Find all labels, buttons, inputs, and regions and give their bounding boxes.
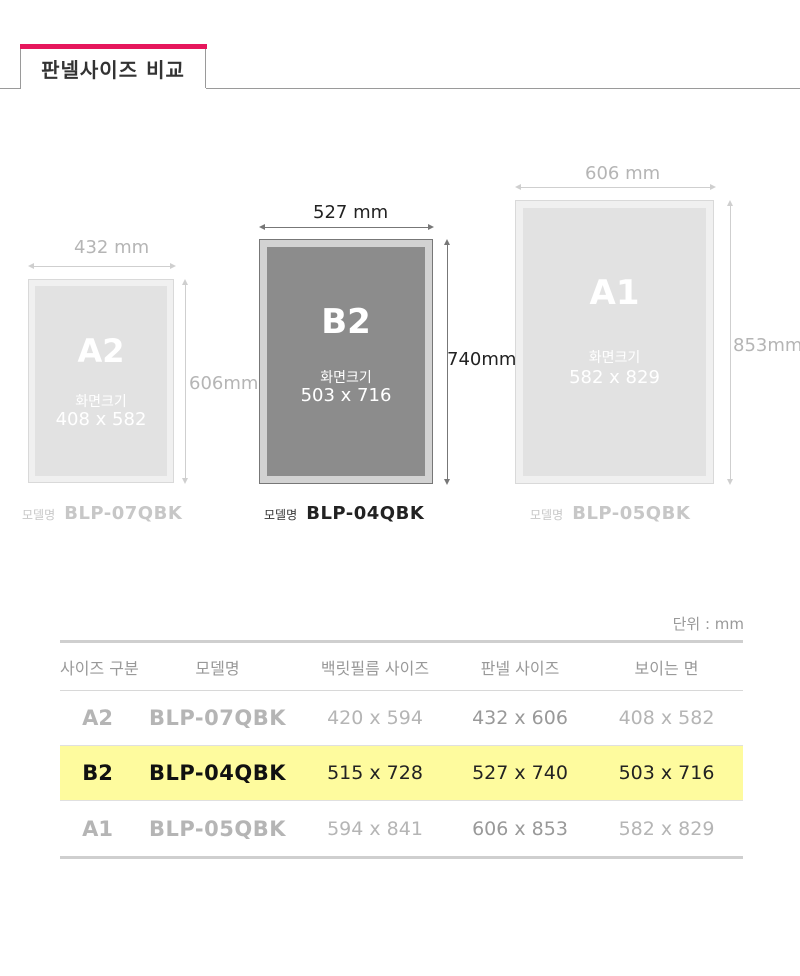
a1-height-label: 853mm (733, 335, 800, 356)
cell-film-size: 515 x 728 (327, 762, 423, 784)
cell-film-size: 420 x 594 (327, 707, 423, 729)
table-row: A2 BLP-07QBK 420 x 594 432 x 606 408 x 5… (60, 691, 743, 746)
b2-width-arrow-left (259, 224, 265, 230)
a2-screen (35, 286, 167, 476)
a2-width-label: 432 mm (74, 237, 150, 258)
cell-visible-area: 408 x 582 (618, 707, 715, 729)
cell-size: B2 (82, 761, 113, 785)
a1-width-arrow-right (710, 184, 716, 190)
a2-model-name: BLP-07QBK (64, 503, 183, 524)
b2-size-title: B2 (321, 302, 371, 342)
header-panel-size: 판넬 사이즈 (480, 658, 560, 678)
header-film-size: 백릿필름 사이즈 (320, 658, 430, 678)
a2-screen-label: 화면크기 (75, 394, 127, 410)
cell-model: BLP-05QBK (149, 816, 286, 841)
a2-height-label: 606mm (189, 373, 259, 394)
a1-model-name: BLP-05QBK (572, 503, 691, 524)
a1-width-label: 606 mm (585, 163, 661, 184)
b2-model-name: BLP-04QBK (306, 503, 425, 524)
header-divider (0, 88, 21, 89)
cell-film-size: 594 x 841 (327, 817, 423, 840)
a1-model: 모델명 BLP-05QBK (530, 503, 690, 524)
header-size: 사이즈 구분 (60, 658, 139, 678)
unit-label: 단위 : mm (672, 615, 744, 633)
b2-width-arrow-right (428, 224, 434, 230)
b2-screen-size: 503 x 716 (300, 385, 392, 406)
a1-height-arrow-bottom (727, 479, 733, 485)
cell-visible-area: 582 x 829 (618, 817, 715, 840)
header-visible-area: 보이는 면 (634, 658, 699, 678)
table-bottom-rule (60, 856, 743, 859)
b2-model-prefix: 모델명 (264, 508, 298, 522)
a1-size-title: A1 (589, 273, 640, 313)
cell-size: A1 (82, 816, 113, 841)
size-comparison-table: 사이즈 구분 모델명 백릿필름 사이즈 판넬 사이즈 보이는 면 A2 BLP-… (60, 640, 743, 859)
a2-model: 모델명 BLP-07QBK (22, 503, 182, 524)
a2-screen-size: 408 x 582 (55, 409, 147, 430)
b2-width-dimension-line (262, 227, 430, 228)
a1-screen-size: 582 x 829 (569, 367, 660, 388)
b2-height-arrow-bottom (444, 479, 450, 485)
section-title: 판넬사이즈 비교 (20, 49, 206, 88)
a2-width-dimension-line (31, 266, 172, 267)
a1-height-dimension-line (730, 204, 731, 481)
table-row-highlighted: B2 BLP-04QBK 515 x 728 527 x 740 503 x 7… (60, 746, 743, 801)
a1-width-dimension-line (518, 187, 712, 188)
cell-visible-area: 503 x 716 (618, 762, 715, 784)
cell-model: BLP-07QBK (149, 706, 286, 730)
table-top-rule (60, 640, 743, 643)
cell-panel-size: 527 x 740 (472, 762, 568, 784)
a1-height-arrow-top (727, 200, 733, 206)
b2-model: 모델명 BLP-04QBK (264, 503, 424, 524)
a2-width-arrow-right (170, 263, 176, 269)
cell-model: BLP-04QBK (149, 761, 286, 785)
header-accent-bar (20, 44, 207, 49)
a1-width-arrow-left (515, 184, 521, 190)
b2-screen-label: 화면크기 (320, 370, 372, 386)
header-divider (206, 88, 800, 89)
b2-width-label: 527 mm (313, 202, 389, 223)
cell-panel-size: 606 x 853 (472, 817, 568, 840)
a2-height-arrow-bottom (182, 478, 188, 484)
a2-height-arrow-top (182, 279, 188, 285)
cell-panel-size: 432 x 606 (472, 707, 568, 729)
a2-width-arrow-left (28, 263, 34, 269)
a2-size-title: A2 (77, 332, 125, 370)
table-header-row: 사이즈 구분 모델명 백릿필름 사이즈 판넬 사이즈 보이는 면 (60, 643, 743, 691)
a2-model-prefix: 모델명 (22, 508, 56, 522)
a1-screen-label: 화면크기 (588, 350, 641, 366)
b2-height-label: 740mm (447, 349, 517, 370)
b2-height-dimension-line (447, 243, 448, 481)
a1-screen (523, 208, 706, 476)
a2-height-dimension-line (185, 283, 186, 480)
b2-screen (267, 247, 425, 476)
b2-height-arrow-top (444, 239, 450, 245)
header-model: 모델명 (195, 658, 240, 678)
table-row: A1 BLP-05QBK 594 x 841 606 x 853 582 x 8… (60, 801, 743, 856)
cell-size: A2 (82, 706, 113, 730)
a1-model-prefix: 모델명 (530, 508, 564, 522)
